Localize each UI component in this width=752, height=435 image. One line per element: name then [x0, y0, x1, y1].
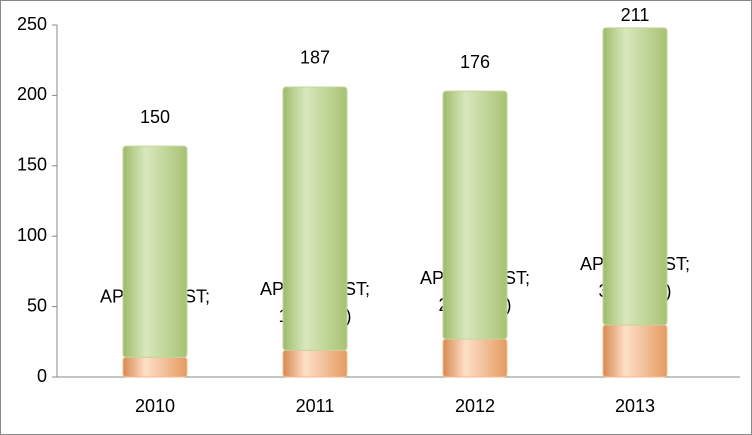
y-tick-label: 200 [17, 84, 47, 104]
bar-segment [602, 27, 668, 326]
bar-segment [282, 349, 348, 378]
data-label: 176 [460, 52, 490, 72]
x-tick-label: 2013 [615, 396, 655, 416]
bar-segment [442, 338, 508, 378]
bar-segment [602, 324, 668, 378]
y-tick-label: 100 [17, 225, 47, 245]
bar-segment [282, 86, 348, 351]
bar-segment [122, 356, 188, 378]
bar-segment [442, 90, 508, 340]
data-label: 187 [300, 48, 330, 68]
x-tick-label: 2012 [455, 396, 495, 416]
x-tick-label: 2011 [296, 396, 335, 416]
data-label: 211 [621, 5, 650, 25]
y-tick-label: 150 [17, 155, 47, 175]
y-tick-label: 250 [17, 14, 47, 34]
data-label: 150 [140, 107, 170, 127]
x-tick-label: 2010 [135, 396, 175, 416]
y-tick-label: 0 [37, 366, 47, 386]
bar-segment [122, 145, 188, 358]
y-tick-label: 50 [27, 295, 47, 315]
